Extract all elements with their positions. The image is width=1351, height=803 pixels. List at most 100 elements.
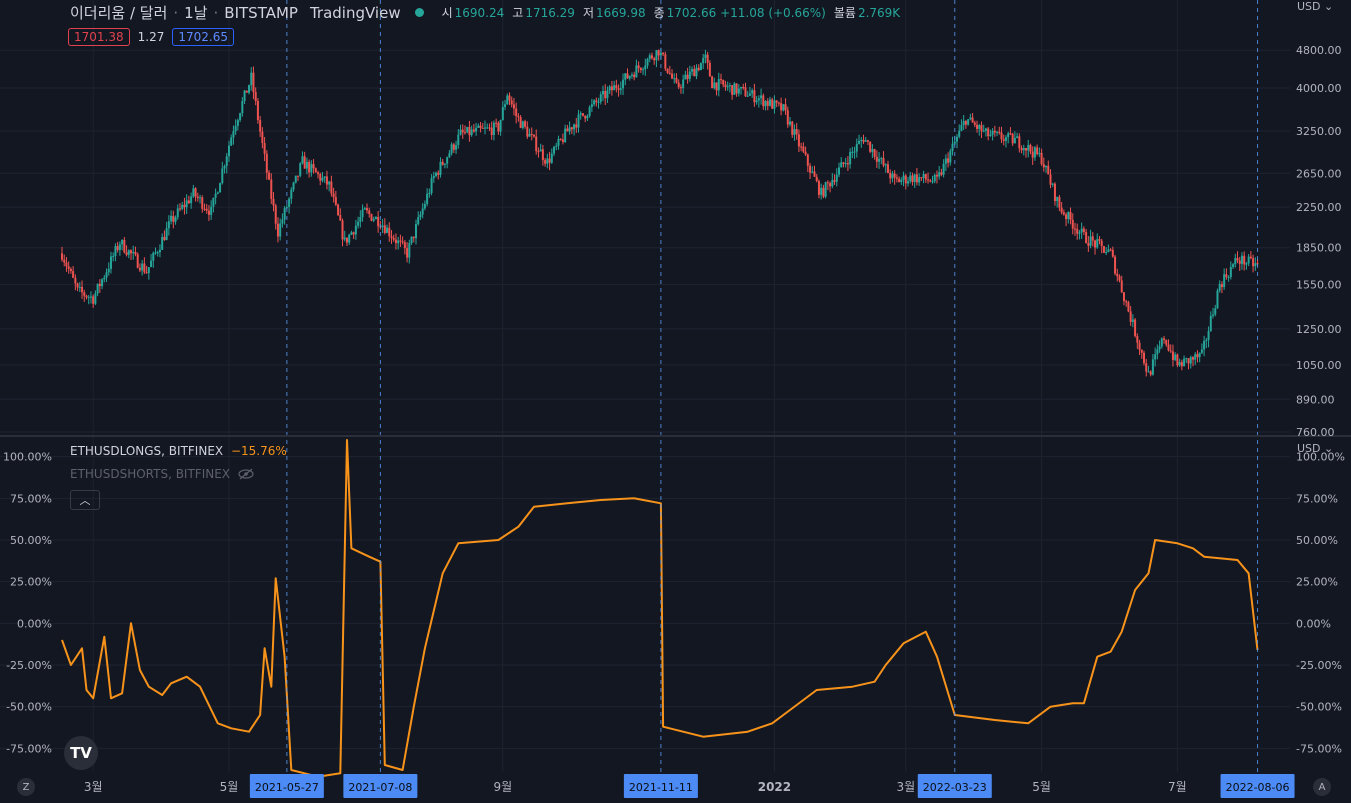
candle-body (508, 95, 511, 101)
candle-body (915, 174, 918, 183)
candle-body (840, 162, 843, 168)
candle-body (650, 55, 653, 59)
time-tick-label: 3월 (896, 780, 915, 794)
candle-body (446, 157, 449, 164)
candle-body (1158, 346, 1161, 350)
indicator-tick-label-right: 0.00% (1296, 617, 1331, 630)
candle-body (361, 209, 364, 218)
candle-body (557, 138, 560, 146)
candle-body (412, 236, 415, 239)
candle-body (248, 85, 251, 93)
candle-body (584, 115, 587, 119)
candle-body (657, 50, 660, 56)
candle-body (368, 210, 371, 215)
candle-body (837, 167, 840, 175)
indicator-tick-label-left: 0.00% (17, 617, 52, 630)
candle-body (423, 204, 426, 209)
candle-body (1056, 197, 1059, 201)
candle-body (109, 256, 112, 269)
date-marker-label: 2021-11-11 (629, 781, 693, 794)
candle-body (81, 286, 84, 293)
candle-body (172, 215, 175, 222)
candle-body (532, 134, 535, 137)
indicator-tick-label-right: 75.00% (1296, 492, 1338, 505)
candle-body (1243, 255, 1246, 265)
chevron-up-icon: ︿ (79, 494, 91, 507)
candle-body (980, 125, 983, 132)
auto-scale-button[interactable]: A (1313, 778, 1331, 796)
candle-body (728, 85, 731, 87)
candle-body (902, 175, 905, 180)
candle-body (864, 140, 867, 142)
candle-body (150, 260, 153, 268)
candle-body (746, 95, 749, 97)
date-marker-label: 2022-03-23 (923, 781, 987, 794)
price-tick-label: 1250.00 (1296, 323, 1342, 336)
candle-body (1022, 147, 1025, 151)
candle-body (575, 124, 578, 128)
shorts-legend[interactable]: ETHUSDSHORTS, BITFINEX (70, 467, 254, 481)
ohlc-value: 2.769K (857, 5, 901, 20)
candle-body (192, 188, 195, 197)
candle-body (831, 180, 834, 187)
candle-body (537, 151, 540, 153)
candle-body (1138, 342, 1141, 350)
candle-body (377, 216, 380, 227)
candle-body (1145, 363, 1148, 372)
candle-body (225, 156, 228, 167)
candle-body (753, 90, 756, 103)
eye-hidden-icon[interactable] (238, 468, 254, 480)
candle-body (904, 175, 907, 184)
candle-body (1134, 319, 1137, 337)
candle-body (252, 72, 255, 93)
candle-body (713, 82, 716, 89)
candle-body (677, 82, 680, 88)
candle-body (1040, 152, 1043, 165)
candle-body (325, 176, 328, 185)
candle-body (259, 120, 262, 132)
candle-body (1094, 240, 1097, 248)
candle-body (94, 293, 97, 304)
candle-body (1114, 256, 1117, 274)
candle-body (132, 252, 135, 254)
candles-layer (61, 47, 1259, 377)
candle-body (317, 172, 320, 175)
candle-body (263, 142, 266, 154)
candle-body (352, 232, 355, 235)
candle-body (481, 127, 484, 129)
candle-body (1151, 359, 1154, 375)
candle-body (860, 139, 863, 141)
candle-body (339, 215, 342, 221)
tradingview-logo[interactable]: TV (64, 736, 98, 770)
zoom-corner-button[interactable]: Z (17, 778, 35, 796)
candle-body (452, 144, 455, 150)
candle-body (1047, 165, 1050, 175)
interval-label: 1날 (184, 4, 208, 22)
collapse-legend-button[interactable]: ︿ (70, 490, 100, 510)
candle-body (878, 158, 881, 162)
candle-body (397, 240, 400, 244)
candle-body (635, 65, 638, 78)
longs-legend[interactable]: ETHUSDLONGS, BITFINEX −15.76% (70, 444, 287, 458)
candle-body (1131, 319, 1134, 322)
candle-body (219, 183, 222, 193)
candle-body (201, 197, 204, 209)
candle-body (103, 277, 106, 280)
candle-body (143, 263, 146, 273)
candle-body (648, 55, 651, 59)
candle-body (455, 145, 458, 150)
candle-body (604, 90, 607, 99)
candle-body (949, 150, 952, 163)
candle-body (1194, 354, 1197, 360)
candle-body (230, 137, 233, 146)
candle-body (619, 88, 622, 90)
candle-body (345, 237, 348, 243)
candle-body (125, 252, 128, 255)
candle-body (1240, 255, 1243, 264)
candle-body (1200, 349, 1203, 353)
candle-body (196, 196, 199, 199)
candle-body (214, 193, 217, 198)
candle-body (555, 145, 558, 147)
